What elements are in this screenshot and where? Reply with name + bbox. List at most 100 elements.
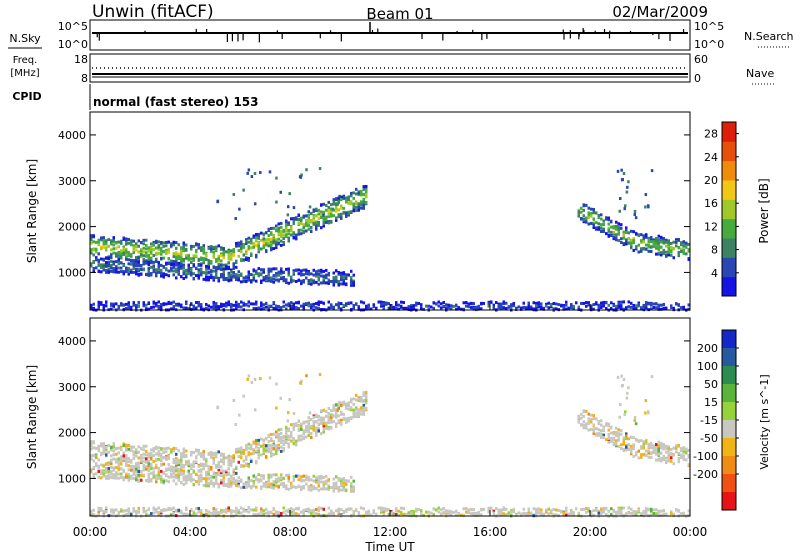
power-cell (672, 256, 675, 260)
power-cell (172, 273, 175, 277)
velocity-cell (645, 512, 648, 516)
velocity-cell (202, 483, 205, 487)
power-cell (122, 236, 125, 240)
power-cell (170, 242, 173, 246)
power-cell (622, 233, 625, 237)
power-cell (195, 243, 198, 247)
velocity-cell (505, 513, 508, 517)
velocity-cell (315, 420, 318, 424)
velocity-cell (102, 472, 105, 476)
power-cell (160, 263, 163, 267)
velocity-cell (322, 417, 325, 421)
velocity-cell (97, 469, 100, 473)
power-cell (320, 226, 323, 230)
power-cell (127, 250, 130, 254)
velocity-cell (142, 444, 145, 448)
power-cell (665, 306, 668, 310)
velocity-cell (570, 512, 573, 516)
velocity-cell (145, 460, 148, 464)
velocity-cell (257, 480, 260, 484)
power-cell (90, 303, 93, 307)
velocity-cell (247, 446, 250, 450)
power-cell (125, 247, 128, 251)
power-cell (592, 211, 595, 215)
velocity-cell (187, 478, 190, 482)
power-cell (157, 265, 160, 269)
power-cell (387, 302, 390, 306)
velocity-cell (620, 506, 623, 510)
velocity-cell (242, 459, 245, 463)
velocity-cell (97, 464, 100, 468)
power-cell (115, 246, 118, 250)
power-cell (600, 229, 603, 233)
velocity-cell (447, 509, 450, 513)
velocity-cell (642, 442, 645, 446)
velocity-cell (195, 507, 198, 511)
velocity-cell (297, 506, 300, 510)
power-cell (327, 300, 330, 304)
power-cell (367, 307, 370, 311)
velocity-cell (320, 474, 323, 478)
power-cell (260, 238, 263, 242)
power-cell (455, 307, 458, 311)
velocity-cell (222, 453, 225, 457)
power-cell (207, 275, 210, 279)
power-cell (602, 304, 605, 308)
power-cell (310, 226, 313, 230)
velocity-cell (175, 461, 178, 465)
power-cell (122, 307, 125, 311)
velocity-cell (682, 457, 685, 461)
velocity-cell (318, 373, 322, 377)
velocity-cell (375, 512, 378, 516)
power-cell (552, 301, 555, 305)
power-cell (107, 255, 110, 259)
velocity-cell (132, 467, 135, 471)
power-cell (352, 196, 355, 200)
power-cell (172, 252, 175, 256)
velocity-cell (365, 513, 368, 517)
freq-panel-frame (89, 53, 691, 83)
power-cell (187, 265, 190, 269)
power-cell (107, 267, 110, 271)
velocity-cell (405, 512, 408, 516)
velocity-cell (187, 464, 190, 468)
velocity-cell (260, 485, 263, 489)
power-cell (212, 250, 215, 254)
power-cell (635, 306, 638, 310)
power-cell (222, 256, 225, 260)
velocity-cell (292, 412, 296, 416)
power-cell (180, 255, 183, 259)
velocity-cell (157, 473, 160, 477)
power-cell (145, 243, 148, 247)
velocity-cell (192, 470, 195, 474)
velocity-cell (327, 485, 330, 489)
velocity-cell (145, 457, 148, 461)
power-cell (315, 280, 318, 284)
velocity-cell (665, 512, 668, 516)
velocity-cell (297, 424, 300, 428)
velocity-cell (110, 462, 113, 466)
power-cell (127, 238, 130, 242)
velocity-cell (665, 446, 668, 450)
velocity-cell (182, 464, 185, 468)
power-cell (92, 253, 95, 257)
power-cell (602, 222, 605, 226)
velocity-cell (650, 455, 653, 459)
velocity-cell (115, 508, 118, 512)
velocity-cell (130, 464, 133, 468)
velocity-cell (620, 374, 623, 378)
power-cell (490, 300, 493, 304)
velocity-cell (237, 476, 240, 480)
power-cell (247, 278, 250, 282)
power-cell (215, 274, 218, 278)
velocity-cell (105, 475, 108, 479)
power-cell (437, 304, 440, 308)
velocity-cell (242, 394, 245, 398)
velocity-cell (92, 440, 95, 444)
velocity-cell (90, 447, 93, 451)
velocity-cell (267, 473, 270, 477)
velocity-cell (140, 453, 143, 457)
velocity-cell (577, 511, 580, 515)
velocity-cell (292, 438, 295, 442)
velocity-cell (237, 508, 240, 512)
